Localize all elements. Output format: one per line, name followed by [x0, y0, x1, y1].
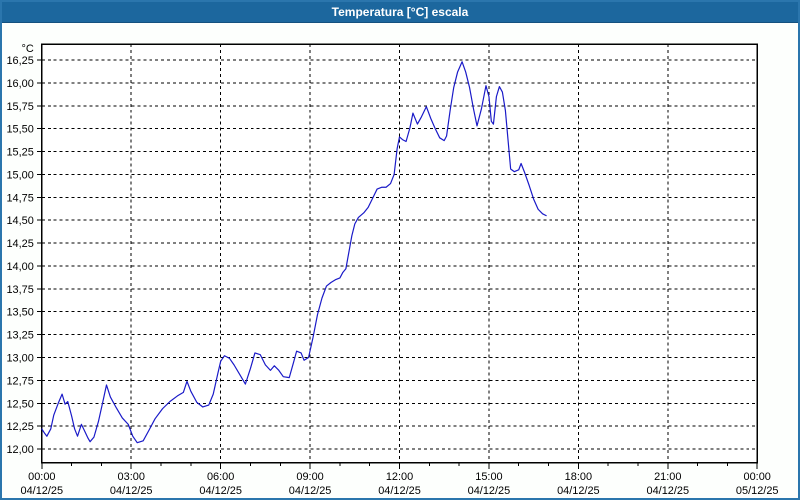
x-tick-date-label: 04/12/25 — [289, 485, 332, 497]
y-tick-label: 13,00 — [6, 352, 33, 364]
y-tick-label: 13,50 — [6, 307, 33, 319]
y-tick-label: 16,00 — [6, 78, 33, 90]
y-axis-unit-label: °C — [22, 43, 34, 55]
y-tick-label: 14,50 — [6, 215, 33, 227]
temperature-chart: 16,25 16,00 15,75 15,50 15,25 15,00 14,75 14,50… — [6, 43, 779, 497]
y-tick-label: 12,75 — [6, 375, 33, 387]
x-tick-time-label: 00:00 — [744, 471, 771, 483]
x-tick-time-label: 15:00 — [475, 471, 502, 483]
y-tick-label: 13,25 — [6, 330, 33, 342]
x-tick-time-label: 06:00 — [207, 471, 234, 483]
x-tick-date-label: 05/12/25 — [736, 485, 779, 497]
x-tick-date-label: 04/12/25 — [646, 485, 689, 497]
y-tick-label: 14,25 — [6, 238, 33, 250]
y-tick-label: 15,25 — [6, 147, 33, 159]
x-tick-time-label: 18:00 — [565, 471, 592, 483]
x-tick-date-label: 04/12/25 — [468, 485, 511, 497]
x-tick-date-label: 04/12/25 — [21, 485, 64, 497]
x-tick-time-label: 00:00 — [28, 471, 55, 483]
x-tick-date-label: 04/12/25 — [199, 485, 242, 497]
x-tick-time-label: 12:00 — [386, 471, 413, 483]
window-title: Temperatura [°C] escala — [331, 5, 469, 19]
y-tick-label: 13,75 — [6, 284, 33, 296]
x-tick-time-label: 03:00 — [118, 471, 145, 483]
temperature-line — [41, 61, 547, 444]
y-tick-label: 15,50 — [6, 124, 33, 136]
y-tick-label: 16,25 — [6, 55, 33, 67]
x-tick-date-label: 04/12/25 — [378, 485, 421, 497]
y-tick-label: 14,75 — [6, 192, 33, 204]
y-tick-label: 12,00 — [6, 444, 33, 456]
window-titlebar[interactable]: Temperatura [°C] escala — [2, 2, 798, 23]
x-tick-date-label: 04/12/25 — [557, 485, 600, 497]
x-tick-time-label: 21:00 — [654, 471, 681, 483]
y-tick-label: 12,25 — [6, 421, 33, 433]
x-tick-time-label: 09:00 — [296, 471, 323, 483]
x-tick-date-label: 04/12/25 — [110, 485, 153, 497]
y-tick-label: 15,00 — [6, 169, 33, 181]
y-tick-label: 14,00 — [6, 261, 33, 273]
y-tick-label: 12,50 — [6, 398, 33, 410]
y-tick-label: 15,75 — [6, 101, 33, 113]
